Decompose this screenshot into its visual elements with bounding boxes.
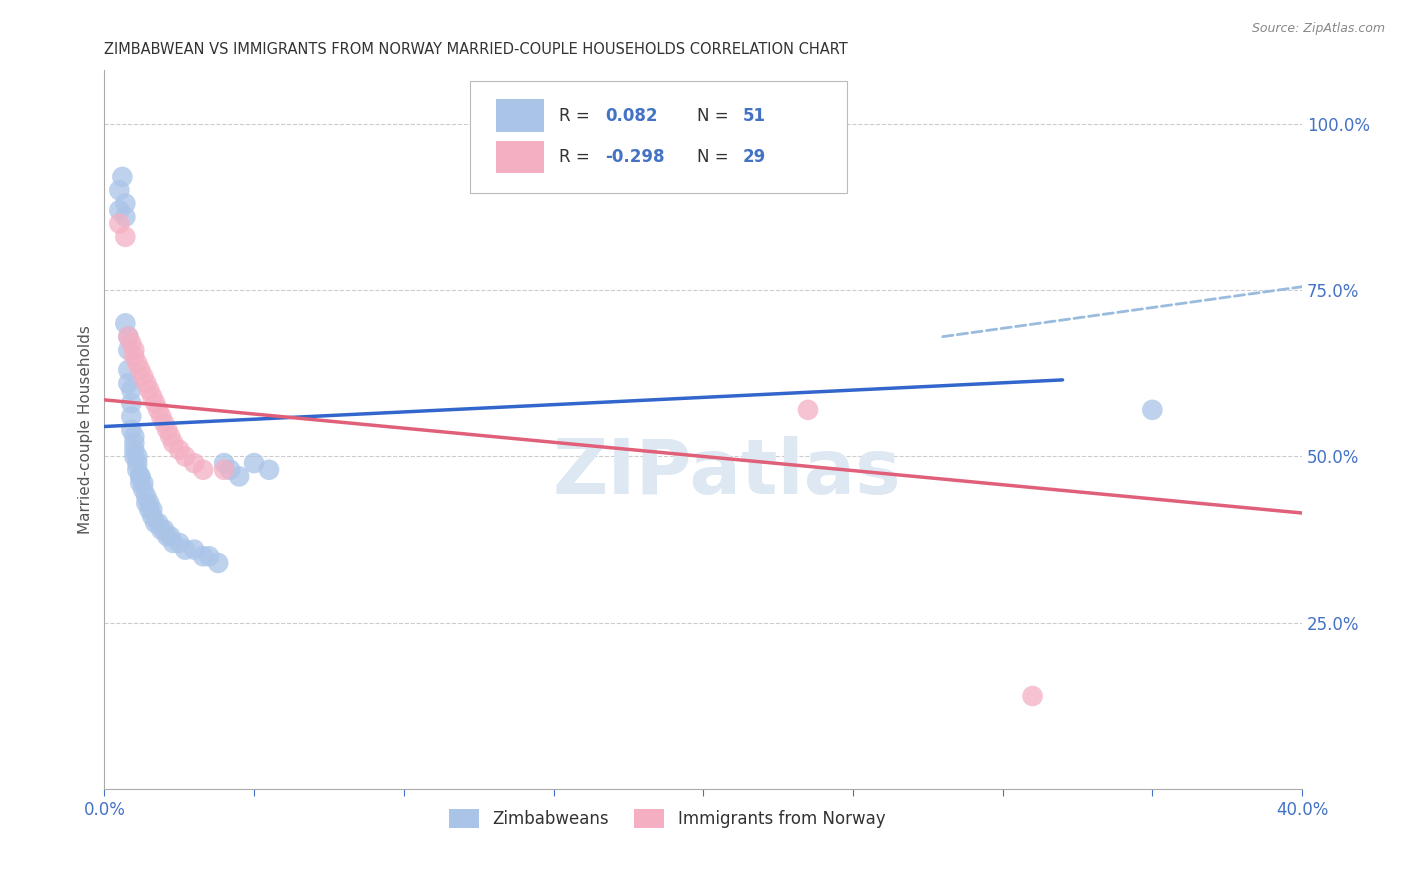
Point xyxy=(150,523,173,537)
Point xyxy=(159,529,181,543)
Point xyxy=(129,363,152,377)
Point xyxy=(198,549,221,564)
Point xyxy=(143,396,166,410)
Point xyxy=(117,343,139,357)
Point xyxy=(124,350,146,364)
Point xyxy=(162,436,184,450)
Point xyxy=(117,363,139,377)
Point xyxy=(120,409,142,424)
FancyBboxPatch shape xyxy=(470,81,846,193)
Point xyxy=(153,523,176,537)
Point xyxy=(138,383,160,397)
Text: N =: N = xyxy=(697,148,734,166)
Y-axis label: Married-couple Households: Married-couple Households xyxy=(79,326,93,534)
Point xyxy=(148,516,170,530)
Point xyxy=(127,463,149,477)
Point xyxy=(120,336,142,351)
Point xyxy=(127,456,149,470)
Point xyxy=(156,529,179,543)
Point xyxy=(153,416,176,430)
Point xyxy=(193,549,215,564)
Point xyxy=(114,316,136,330)
Point xyxy=(797,402,820,417)
Point xyxy=(257,463,280,477)
Point xyxy=(1021,689,1043,703)
Point xyxy=(129,476,152,491)
Point xyxy=(117,329,139,343)
Text: N =: N = xyxy=(697,107,734,125)
Point xyxy=(114,210,136,224)
Point xyxy=(127,356,149,370)
Point xyxy=(207,556,229,570)
Point xyxy=(167,442,190,457)
Point xyxy=(120,383,142,397)
Point xyxy=(141,502,163,516)
Point xyxy=(228,469,250,483)
Point xyxy=(108,217,131,231)
Point xyxy=(174,450,197,464)
Point xyxy=(243,456,266,470)
Text: ZIMBABWEAN VS IMMIGRANTS FROM NORWAY MARRIED-COUPLE HOUSEHOLDS CORRELATION CHART: ZIMBABWEAN VS IMMIGRANTS FROM NORWAY MAR… xyxy=(104,42,848,57)
Point xyxy=(148,402,170,417)
Point xyxy=(114,229,136,244)
Point xyxy=(138,496,160,510)
Point xyxy=(150,409,173,424)
Point xyxy=(138,502,160,516)
Point xyxy=(127,450,149,464)
Point xyxy=(114,196,136,211)
Point xyxy=(212,463,235,477)
Point xyxy=(124,436,146,450)
Point xyxy=(120,396,142,410)
Point xyxy=(124,343,146,357)
Point xyxy=(143,516,166,530)
Text: 0.082: 0.082 xyxy=(605,107,658,125)
Point xyxy=(193,463,215,477)
Point xyxy=(124,429,146,443)
Point xyxy=(156,423,179,437)
Point xyxy=(132,476,155,491)
Bar xyxy=(496,141,544,173)
Point xyxy=(111,169,134,184)
Point xyxy=(132,483,155,497)
Point xyxy=(132,369,155,384)
Point xyxy=(108,183,131,197)
Legend: Zimbabweans, Immigrants from Norway: Zimbabweans, Immigrants from Norway xyxy=(443,802,891,835)
Point xyxy=(141,509,163,524)
Point xyxy=(135,376,157,391)
Point xyxy=(117,329,139,343)
Point xyxy=(129,469,152,483)
Point xyxy=(117,376,139,391)
Text: ZIPatlas: ZIPatlas xyxy=(553,436,901,510)
Point xyxy=(219,463,242,477)
Point xyxy=(129,469,152,483)
Point xyxy=(135,496,157,510)
Point xyxy=(135,489,157,503)
Point xyxy=(124,450,146,464)
Bar xyxy=(496,99,544,131)
Point xyxy=(174,542,197,557)
Point xyxy=(108,203,131,218)
Point xyxy=(212,456,235,470)
Text: R =: R = xyxy=(560,107,596,125)
Point xyxy=(183,456,205,470)
Text: Source: ZipAtlas.com: Source: ZipAtlas.com xyxy=(1251,22,1385,36)
Point xyxy=(167,536,190,550)
Point xyxy=(162,536,184,550)
Point xyxy=(159,429,181,443)
Point xyxy=(124,442,146,457)
Point xyxy=(141,390,163,404)
Text: R =: R = xyxy=(560,148,596,166)
Point xyxy=(120,423,142,437)
Point xyxy=(1142,402,1164,417)
Point xyxy=(183,542,205,557)
Text: 29: 29 xyxy=(742,148,766,166)
Text: 51: 51 xyxy=(742,107,766,125)
Text: -0.298: -0.298 xyxy=(605,148,665,166)
